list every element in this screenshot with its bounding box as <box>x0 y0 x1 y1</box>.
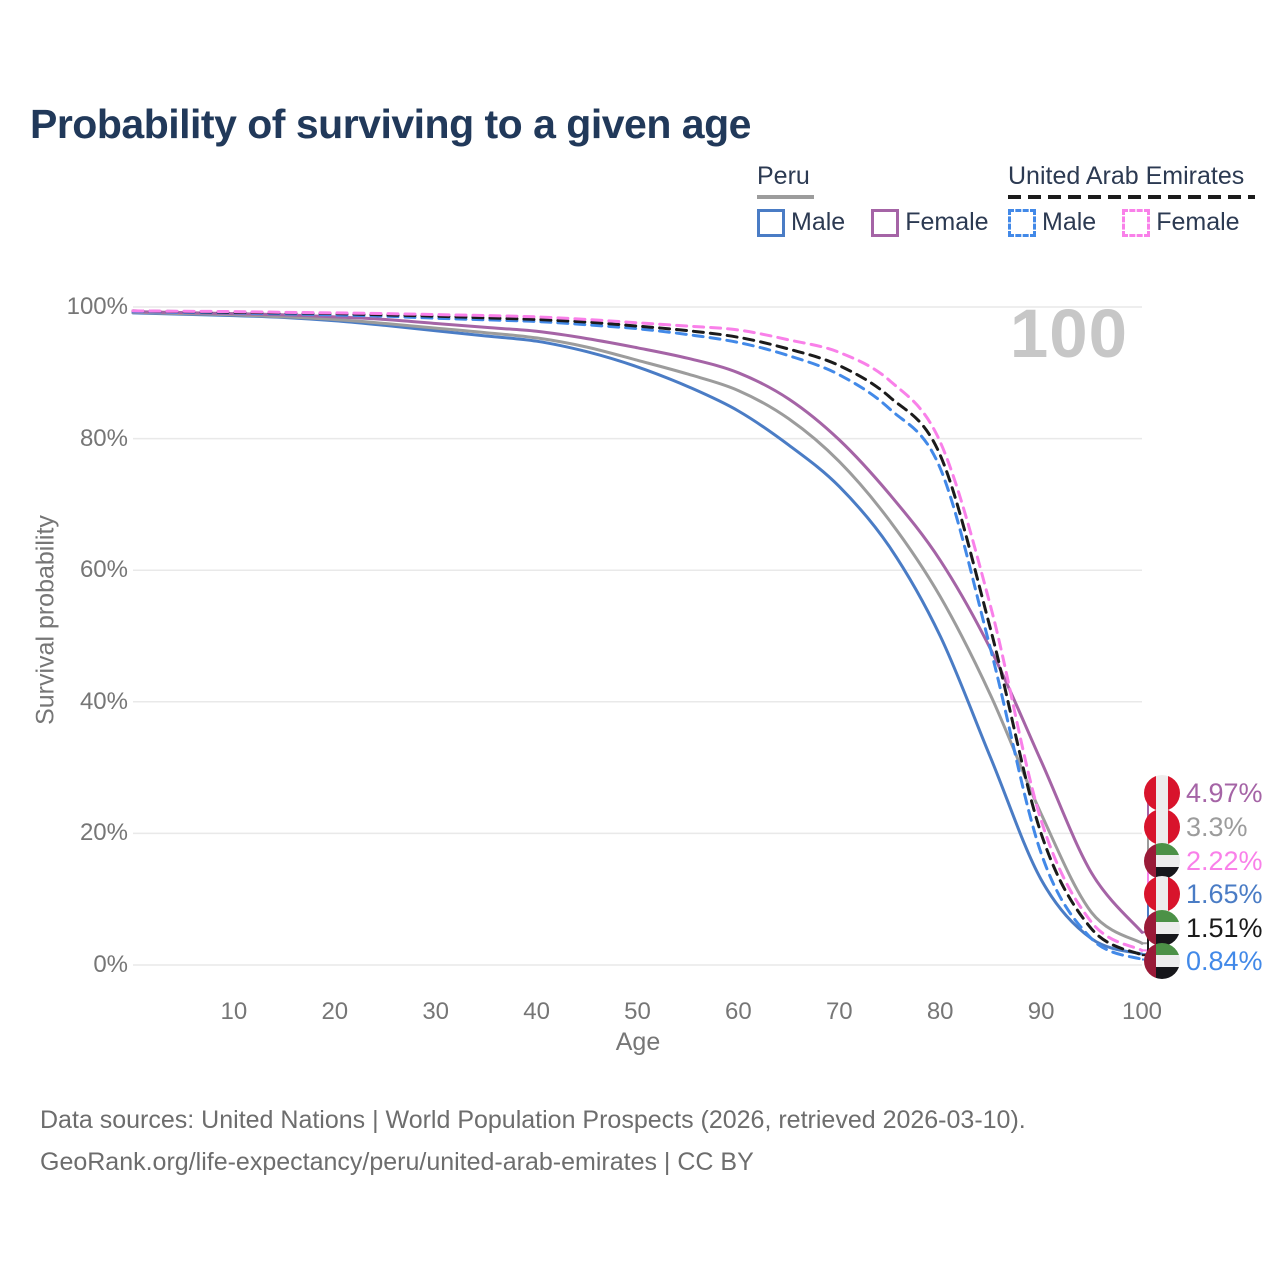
end-value-label: 2.22% <box>1186 846 1263 876</box>
series-line-3[interactable] <box>131 310 1144 961</box>
uae-flag-icon <box>1144 943 1180 979</box>
series-line-0[interactable] <box>131 311 1144 956</box>
legend-label: Male <box>791 208 846 236</box>
y-tick-60%: 60% <box>79 556 128 584</box>
y-tick-20%: 20% <box>79 819 128 847</box>
series-line-5[interactable] <box>131 309 1144 952</box>
legend-header-uae[interactable]: United Arab Emirates <box>1008 162 1255 199</box>
peru-flag-icon <box>1144 809 1180 845</box>
x-tick-30: 30 <box>422 998 450 1025</box>
y-tick-80%: 80% <box>79 424 128 452</box>
footer-attribution: GeoRank.org/life-expectancy/peru/united-… <box>40 1148 754 1176</box>
x-tick-70: 70 <box>825 998 853 1025</box>
legend-line-swatch-uae <box>1008 195 1255 199</box>
x-tick-20: 20 <box>321 998 349 1025</box>
x-tick-50: 50 <box>624 998 651 1025</box>
page-title: Probability of surviving to a given age <box>30 101 751 148</box>
x-tick-60: 60 <box>725 998 752 1025</box>
series-line-4[interactable] <box>131 309 1144 957</box>
legend-item-uae-male[interactable]: Male <box>1008 208 1096 237</box>
x-tick-90: 90 <box>1027 998 1055 1025</box>
peru-male-swatch-icon <box>757 208 785 237</box>
legend-item-uae-female[interactable]: Female <box>1122 208 1240 237</box>
uae-male-swatch-icon <box>1008 208 1036 237</box>
peru-female-swatch-icon <box>871 208 900 237</box>
end-value-label: 1.65% <box>1186 879 1263 909</box>
legend-title-uae: United Arab Emirates <box>1008 162 1245 190</box>
x-tick-10: 10 <box>220 998 248 1025</box>
series-line-1[interactable] <box>131 310 1144 945</box>
uae-flag-icon <box>1144 910 1180 946</box>
x-axis-title: Age <box>615 1028 661 1056</box>
legend-group-uae: United Arab Emirates Male Female <box>1008 162 1255 237</box>
y-tick-100%: 100% <box>66 293 128 320</box>
legend-item-peru-male[interactable]: Male <box>757 208 845 237</box>
y-tick-40%: 40% <box>79 687 128 715</box>
legend-label: Female <box>905 208 989 236</box>
legend-item-peru-female[interactable]: Female <box>871 208 989 237</box>
uae-flag-icon <box>1144 843 1180 879</box>
legend-title-peru: Peru <box>757 162 810 190</box>
legend-label: Female <box>1156 208 1240 236</box>
peru-flag-icon <box>1144 775 1180 811</box>
legend-group-peru: Peru Male Female <box>757 162 989 237</box>
end-value-label: 1.51% <box>1186 913 1263 943</box>
x-tick-80: 80 <box>926 998 954 1025</box>
x-tick-40: 40 <box>523 998 550 1025</box>
end-value-label: 3.3% <box>1186 812 1248 842</box>
uae-female-swatch-icon <box>1122 208 1151 237</box>
end-value-label: 4.97% <box>1186 778 1263 808</box>
series-line-2[interactable] <box>131 310 1144 934</box>
legend-header-peru[interactable]: Peru <box>757 162 989 199</box>
legend-line-swatch-peru <box>757 195 814 199</box>
x-tick-100: 100 <box>1121 998 1163 1025</box>
end-value-label: 0.84% <box>1186 946 1263 976</box>
legend-label: Male <box>1042 208 1097 236</box>
y-tick-0%: 0% <box>93 951 128 978</box>
footer-data-sources: Data sources: United Nations | World Pop… <box>40 1106 1026 1134</box>
peru-flag-icon <box>1144 876 1180 912</box>
watermark-age-100: 100 <box>1009 295 1128 372</box>
